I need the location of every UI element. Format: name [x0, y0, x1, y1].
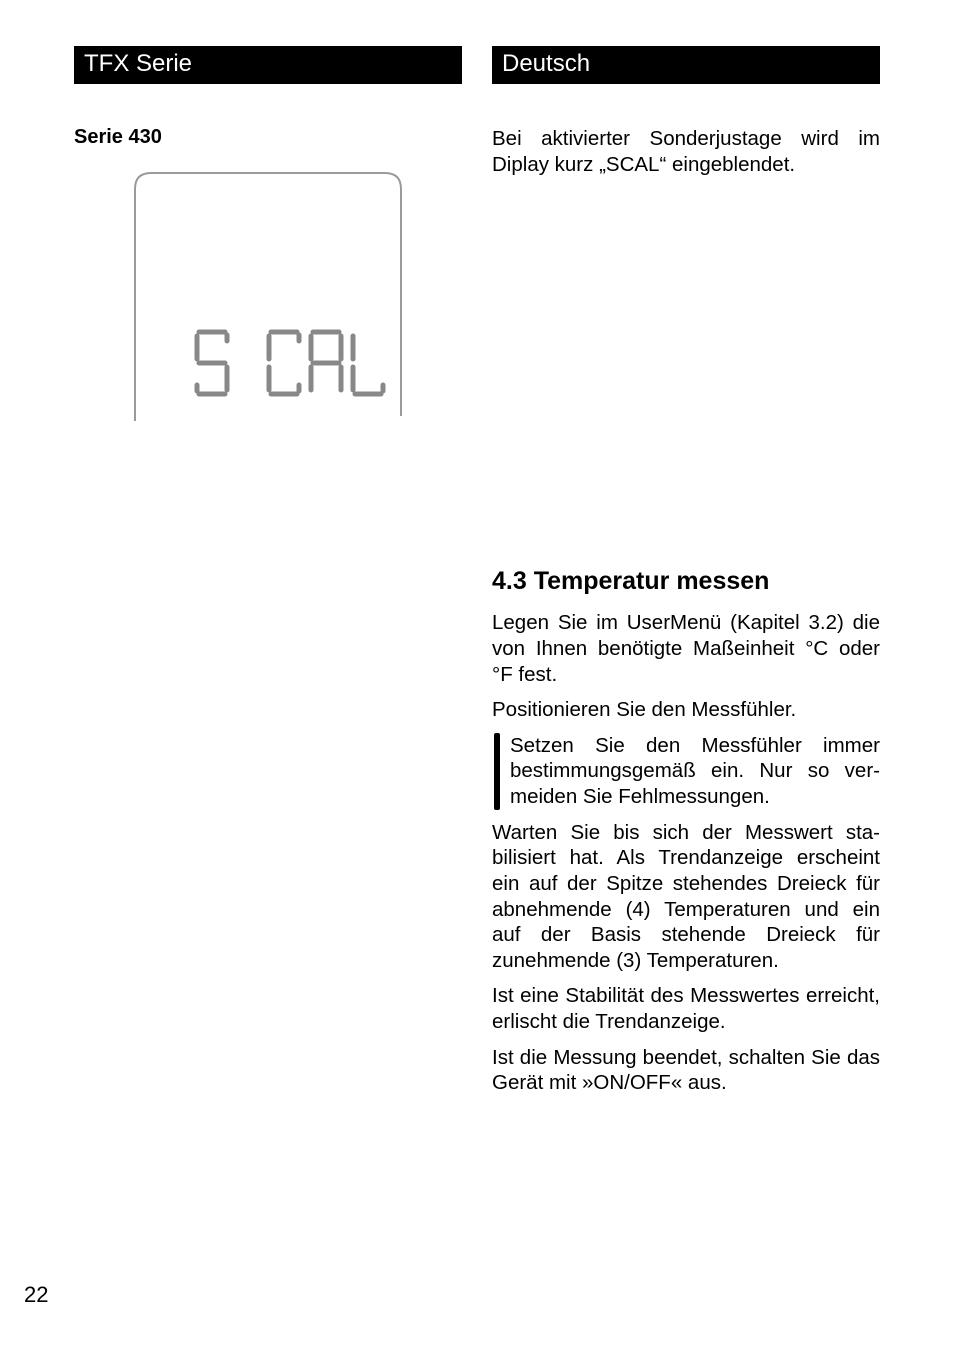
paragraph-4: Ist eine Stabilität des Messwertes er­re…: [492, 983, 880, 1034]
section-heading-4-3: 4.3 Temperatur messen: [492, 567, 880, 596]
paragraph-2: Positionieren Sie den Messfühler.: [492, 697, 880, 723]
page-number: 22: [24, 1282, 48, 1308]
left-column: Serie 430: [74, 126, 462, 1106]
seg-s: [197, 332, 227, 394]
intro-paragraph: Bei aktivierter Sonderjustage wird im Di…: [492, 126, 880, 177]
paragraph-3: Warten Sie bis sich der Messwert sta­bil…: [492, 820, 880, 974]
note-text: Setzen Sie den Messfühler immer bestimmu…: [510, 733, 880, 810]
serie-label: Serie 430: [74, 126, 462, 149]
content-columns: Serie 430: [74, 126, 880, 1106]
note-block: Setzen Sie den Messfühler immer bestimmu…: [492, 733, 880, 810]
paragraph-5: Ist die Messung beendet, schalten Sie da…: [492, 1045, 880, 1096]
seg-c: [269, 332, 299, 394]
seg-a: [311, 332, 341, 390]
right-column: Bei aktivierter Sonderjustage wird im Di…: [492, 126, 880, 1106]
seg-l: [353, 336, 383, 394]
device-display-icon: [123, 161, 413, 426]
header-row: TFX Serie Deutsch: [74, 46, 880, 84]
display-segments: [197, 332, 383, 394]
page: TFX Serie Deutsch Serie 430: [0, 0, 954, 1354]
note-bar-icon: [494, 733, 500, 810]
header-left-title: TFX Serie: [74, 46, 462, 84]
header-right-language: Deutsch: [492, 46, 880, 84]
paragraph-1: Legen Sie im UserMenü (Kapitel 3.2) die …: [492, 610, 880, 687]
